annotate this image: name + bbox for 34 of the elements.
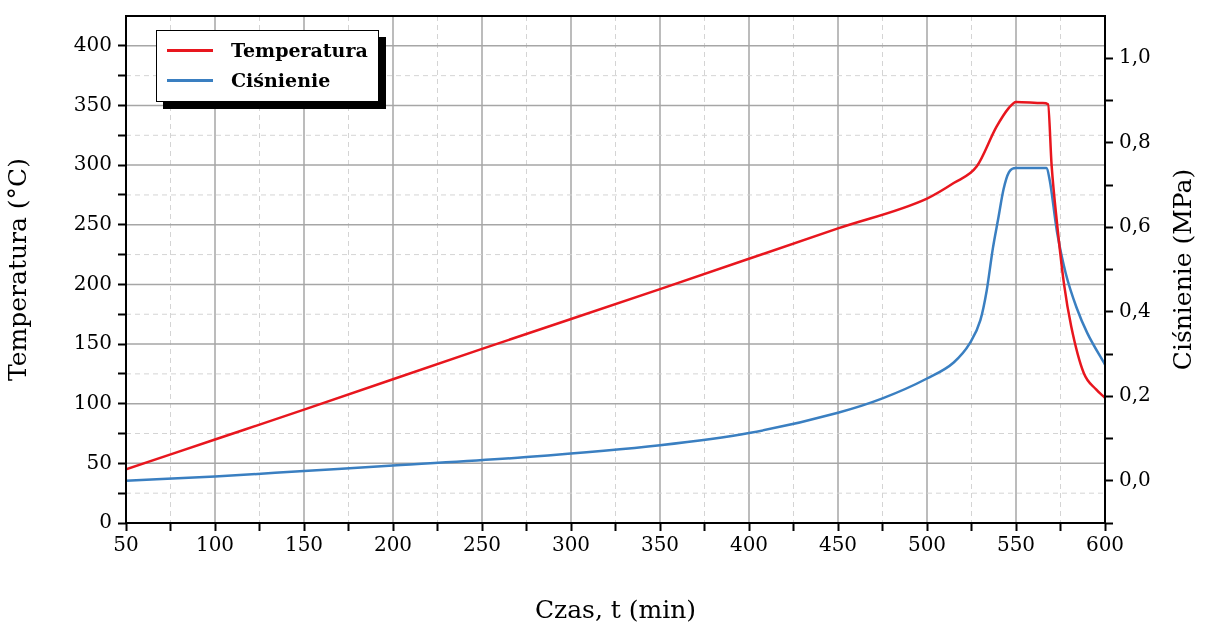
x-tick-label: 450 xyxy=(818,532,858,557)
x-axis-title: Czas, t (min) xyxy=(534,594,697,624)
y2-axis-title: Ciśnienie (MPa) xyxy=(1167,168,1197,371)
y-tick-label: 50 xyxy=(86,449,112,474)
y-tick-label: 250 xyxy=(73,210,112,235)
y2-tick-label: 0,8 xyxy=(1119,128,1151,153)
y2-tick-label: 0,0 xyxy=(1119,466,1151,491)
y2-tick-label: 0,6 xyxy=(1119,213,1151,238)
x-tick-label: 50 xyxy=(113,532,139,557)
y-tick-label: 300 xyxy=(73,151,112,176)
y-tick-label: 200 xyxy=(73,270,112,295)
x-tick-label: 550 xyxy=(996,532,1036,557)
y-axis-title: Temperatura (°C) xyxy=(2,158,32,381)
y-tick-label: 150 xyxy=(73,330,112,355)
y-tick-label: 400 xyxy=(73,32,112,57)
x-tick-label: 500 xyxy=(907,532,947,557)
x-tick-label: 400 xyxy=(729,532,769,557)
y2-tick-label: 0,2 xyxy=(1119,382,1151,407)
y-tick-label: 350 xyxy=(73,91,112,116)
line-series xyxy=(126,166,1105,482)
y2-tick-label: 1,0 xyxy=(1119,44,1151,69)
x-tick-label: 150 xyxy=(284,532,324,557)
x-tick-label: 350 xyxy=(640,532,680,557)
y-tick-label: 100 xyxy=(73,389,112,414)
legend-label: Temperatura xyxy=(231,39,368,61)
legend-label: Ciśnienie xyxy=(231,69,331,91)
x-tick-label: 200 xyxy=(373,532,413,557)
y-tick-label: 0 xyxy=(99,509,112,534)
line-series xyxy=(126,100,1105,471)
x-tick-label: 600 xyxy=(1085,532,1125,557)
x-tick-label: 100 xyxy=(195,532,235,557)
x-tick-label: 250 xyxy=(462,532,502,557)
y2-tick-label: 0,4 xyxy=(1119,297,1151,322)
x-tick-label: 300 xyxy=(551,532,591,557)
